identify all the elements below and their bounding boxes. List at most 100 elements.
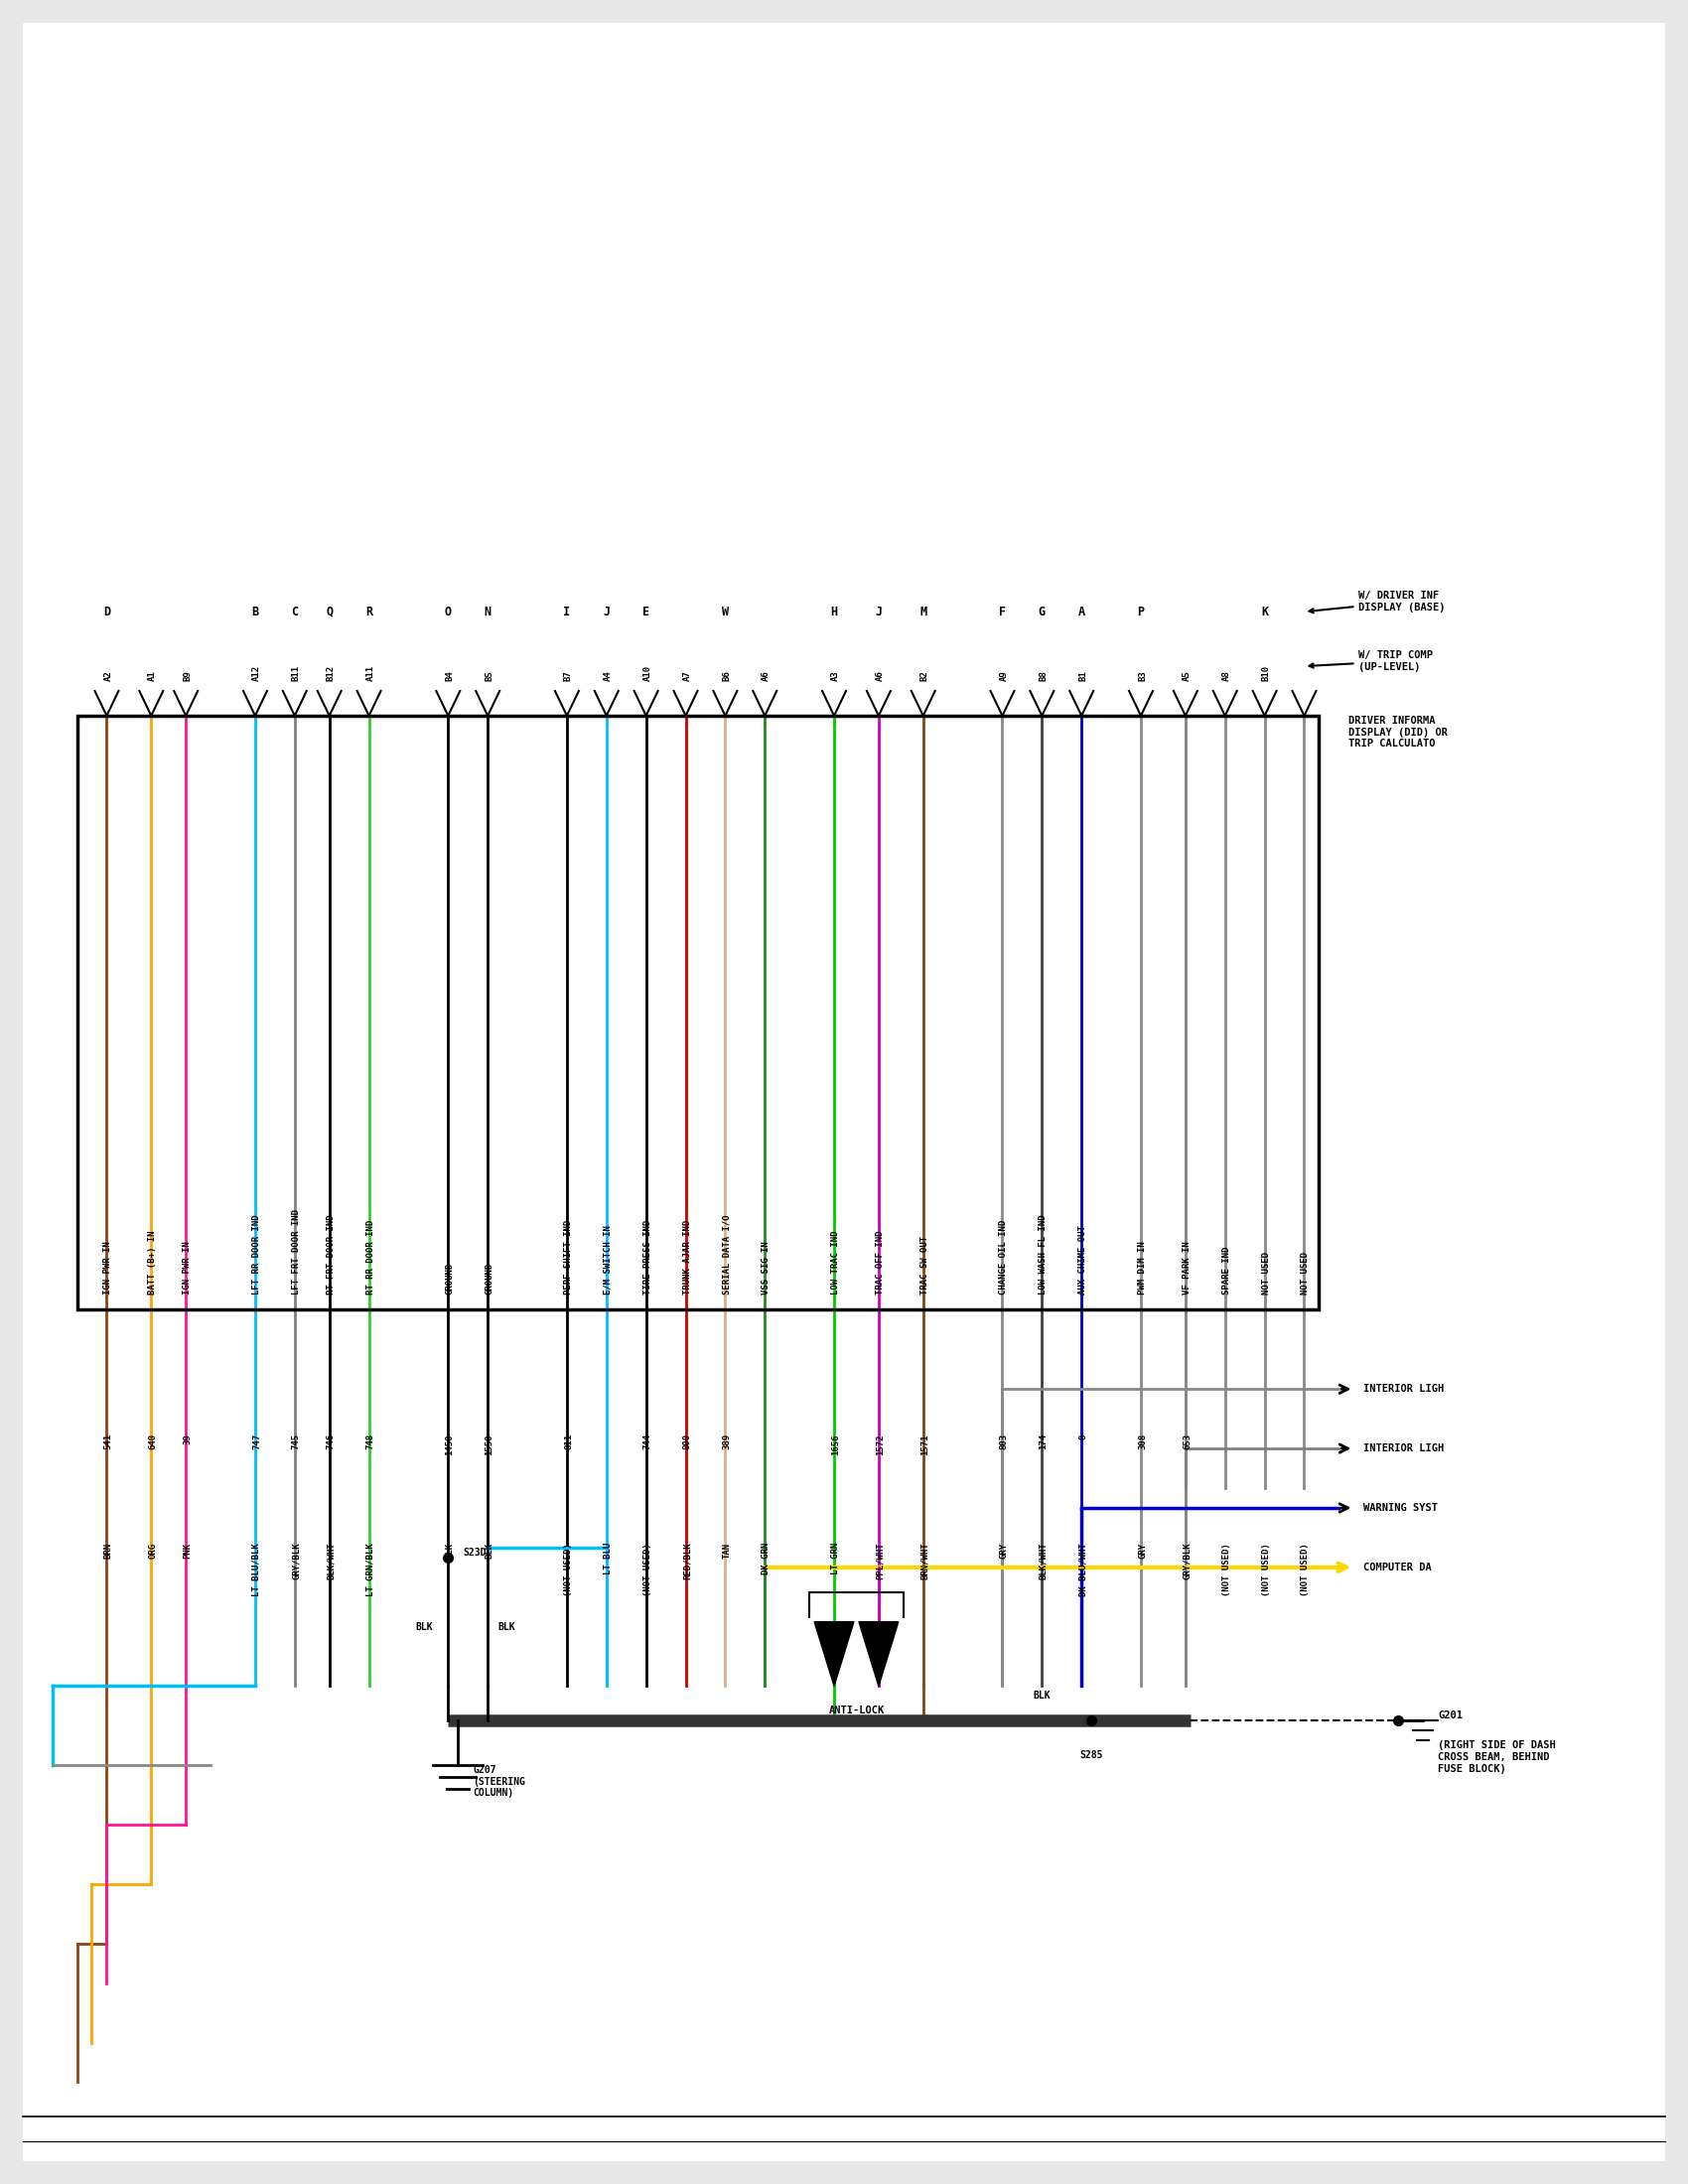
Text: LOW TRAC IND: LOW TRAC IND xyxy=(830,1232,841,1295)
Text: TAN: TAN xyxy=(722,1542,731,1559)
Text: GRY: GRY xyxy=(999,1542,1008,1559)
Text: CHANGE OIL IND: CHANGE OIL IND xyxy=(999,1221,1008,1295)
Text: 1571: 1571 xyxy=(920,1433,928,1455)
Text: (NOT USED): (NOT USED) xyxy=(564,1542,572,1597)
Text: 747: 747 xyxy=(252,1433,262,1450)
Text: A10: A10 xyxy=(643,666,652,681)
Text: G207
(STEERING
COLUMN): G207 (STEERING COLUMN) xyxy=(473,1765,525,1797)
Text: B6: B6 xyxy=(722,670,731,681)
Text: (NOT USED): (NOT USED) xyxy=(1301,1542,1310,1597)
Text: TRUNK AJAR IND: TRUNK AJAR IND xyxy=(682,1221,692,1295)
Text: B8: B8 xyxy=(1040,670,1048,681)
Text: LOW WASH FL IND: LOW WASH FL IND xyxy=(1040,1214,1048,1295)
Text: 1550: 1550 xyxy=(484,1433,493,1455)
Text: ORG: ORG xyxy=(149,1542,157,1559)
Text: 746: 746 xyxy=(326,1433,336,1450)
Text: I: I xyxy=(564,605,571,618)
Text: G: G xyxy=(1038,605,1045,618)
Text: B7: B7 xyxy=(564,670,572,681)
Text: SERIAL DATA I/O: SERIAL DATA I/O xyxy=(722,1214,731,1295)
Text: LT GRN/BLK: LT GRN/BLK xyxy=(366,1542,375,1597)
Text: A6: A6 xyxy=(876,670,885,681)
Text: TRAC OFF IND: TRAC OFF IND xyxy=(876,1232,885,1295)
Text: 174: 174 xyxy=(1040,1433,1048,1450)
Text: INTERIOR LIGH: INTERIOR LIGH xyxy=(1364,1444,1445,1452)
Text: BLK: BLK xyxy=(446,1542,454,1559)
Text: S23D: S23D xyxy=(463,1548,486,1557)
Text: 389: 389 xyxy=(722,1433,731,1450)
Text: GROUND: GROUND xyxy=(446,1262,454,1295)
Text: PERF SHIFT IND: PERF SHIFT IND xyxy=(564,1221,572,1295)
Text: A7: A7 xyxy=(682,670,692,681)
Text: A8: A8 xyxy=(1222,670,1231,681)
Text: NOT USED: NOT USED xyxy=(1301,1251,1310,1295)
Text: LT BLU/BLK: LT BLU/BLK xyxy=(252,1542,262,1597)
Text: VF PARK IN: VF PARK IN xyxy=(1183,1243,1192,1295)
Text: K: K xyxy=(1261,605,1268,618)
Text: 800: 800 xyxy=(682,1433,692,1450)
Polygon shape xyxy=(814,1623,854,1686)
Text: WARNING SYST: WARNING SYST xyxy=(1364,1503,1438,1514)
Text: 653: 653 xyxy=(1183,1433,1192,1450)
Text: LT GRN: LT GRN xyxy=(830,1542,841,1575)
Text: SPARE IND: SPARE IND xyxy=(1222,1247,1231,1295)
Text: COMPUTER DA: COMPUTER DA xyxy=(1364,1562,1431,1572)
Text: A2: A2 xyxy=(103,670,113,681)
Text: E: E xyxy=(643,605,650,618)
Text: DK GRN: DK GRN xyxy=(761,1542,771,1575)
Text: TRAC SW OUT: TRAC SW OUT xyxy=(920,1236,928,1295)
Text: BLK/WHT: BLK/WHT xyxy=(326,1542,336,1579)
Text: A: A xyxy=(1079,605,1085,618)
Text: BLK: BLK xyxy=(498,1623,515,1631)
Text: B5: B5 xyxy=(484,670,493,681)
Text: Q: Q xyxy=(326,605,333,618)
Text: J: J xyxy=(603,605,609,618)
Text: J: J xyxy=(874,605,883,618)
Text: A6: A6 xyxy=(761,670,771,681)
Text: A1: A1 xyxy=(149,670,157,681)
Text: BATT (B+) IN: BATT (B+) IN xyxy=(149,1232,157,1295)
Text: 39: 39 xyxy=(182,1433,192,1444)
Text: LT BLU: LT BLU xyxy=(604,1542,613,1575)
Text: BLK: BLK xyxy=(484,1542,493,1559)
Bar xyxy=(78,716,1318,1310)
Text: PNK: PNK xyxy=(182,1542,192,1559)
Text: F: F xyxy=(999,605,1006,618)
Text: O: O xyxy=(444,605,452,618)
Text: M: M xyxy=(920,605,927,618)
Text: E/M SWITCH IN: E/M SWITCH IN xyxy=(604,1225,613,1295)
Text: LFT FRT DOOR IND: LFT FRT DOOR IND xyxy=(292,1210,300,1295)
Text: B3: B3 xyxy=(1138,670,1146,681)
Text: 541: 541 xyxy=(103,1433,113,1450)
Text: 803: 803 xyxy=(999,1433,1008,1450)
Text: A4: A4 xyxy=(604,670,613,681)
Text: S285: S285 xyxy=(1080,1752,1102,1760)
Text: PPL/WHT: PPL/WHT xyxy=(876,1542,885,1579)
Text: RT RR DOOR IND: RT RR DOOR IND xyxy=(366,1221,375,1295)
Text: H: H xyxy=(830,605,837,618)
Text: 1572: 1572 xyxy=(876,1433,885,1455)
Text: 745: 745 xyxy=(292,1433,300,1450)
Text: N: N xyxy=(484,605,491,618)
Text: W/ DRIVER INF
DISPLAY (BASE): W/ DRIVER INF DISPLAY (BASE) xyxy=(1310,592,1445,614)
Text: 811: 811 xyxy=(564,1433,572,1450)
Text: LFT RR DOOR IND: LFT RR DOOR IND xyxy=(252,1214,262,1295)
Text: GRY/BLK: GRY/BLK xyxy=(1183,1542,1192,1579)
Text: B10: B10 xyxy=(1261,666,1271,681)
Text: BLK: BLK xyxy=(415,1623,434,1631)
Text: RT FRT DOOR IND: RT FRT DOOR IND xyxy=(326,1214,336,1295)
Text: 308: 308 xyxy=(1138,1433,1146,1450)
Text: 640: 640 xyxy=(149,1433,157,1450)
Text: W: W xyxy=(722,605,729,618)
Text: PWM DIM IN: PWM DIM IN xyxy=(1138,1243,1146,1295)
Text: A9: A9 xyxy=(999,670,1008,681)
Text: RED/BLK: RED/BLK xyxy=(682,1542,692,1579)
Text: 1656: 1656 xyxy=(830,1433,841,1455)
Text: BLK: BLK xyxy=(1033,1690,1050,1701)
Text: P: P xyxy=(1138,605,1144,618)
Text: A3: A3 xyxy=(830,670,841,681)
Text: G201: G201 xyxy=(1438,1710,1462,1721)
Text: B9: B9 xyxy=(182,670,192,681)
Text: 1450: 1450 xyxy=(446,1433,454,1455)
Text: B: B xyxy=(252,605,258,618)
